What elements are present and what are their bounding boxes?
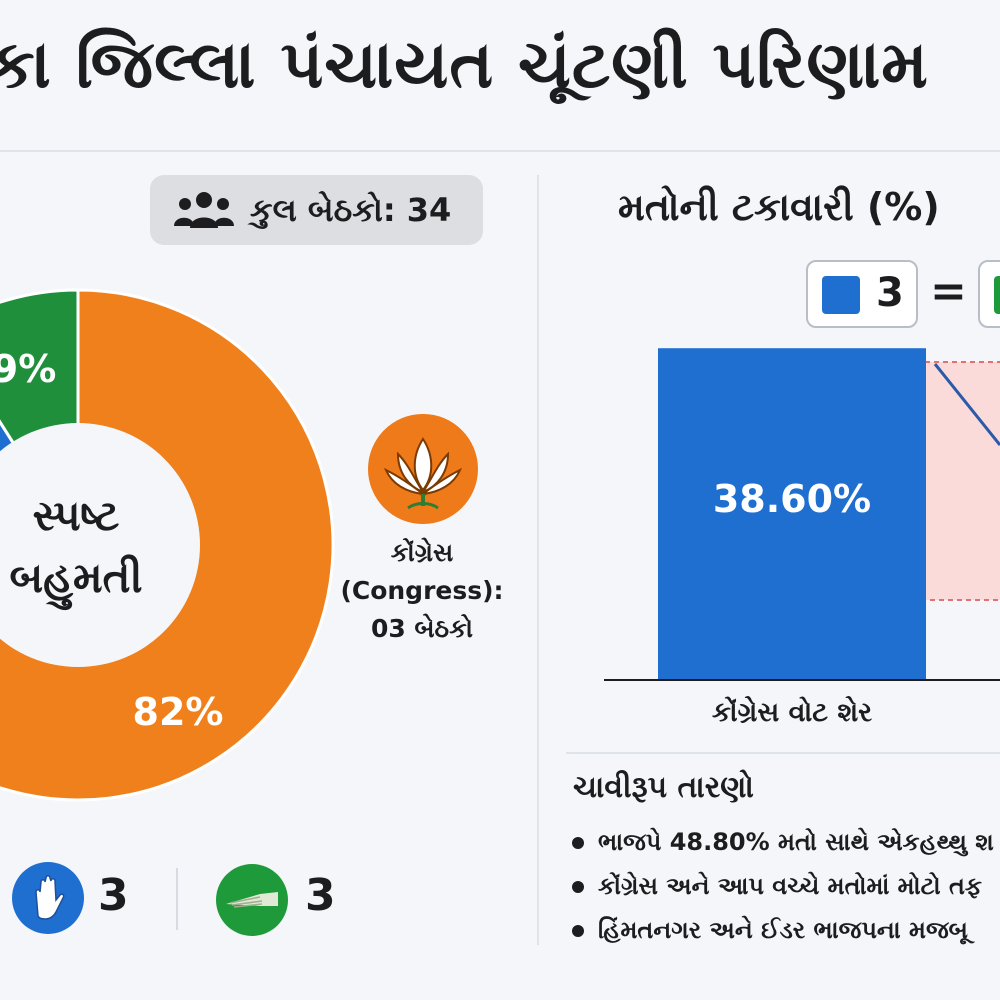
legend-divider [176,868,178,930]
finding-item: કોંગ્રેસ અને આપ વચ્ચે મતોમાં મોટો તફ [566,864,994,908]
donut-slice-label: 82% [133,690,224,734]
legend-hand-value: 3 [98,870,129,921]
total-seats-badge: કુલ બેઠકો: 34 [150,175,483,245]
side-party-name: કોંગ્રેસ [390,538,454,567]
vote-key-swatch-green [994,276,1000,314]
trend-arrow [933,363,1000,446]
vote-share-bar-label: 38.60% [713,477,871,521]
finding-text: કોંગ્રેસ અને આપ વચ્ચે મતોમાં મોટો તફ [598,872,982,900]
finding-text: ભાજપે 48.80% મતો સાથે એકહથ્થુ શ [598,828,994,856]
broom-party-symbol [216,864,288,936]
total-seats-label: કુલ બેઠકો: 34 [250,190,452,229]
center-label-line1: સ્પષ્ટ [33,491,120,540]
seat-share-donut: 82% 9% સ્પષ્ટ બહુમતી [0,288,335,802]
vote-share-bar [658,348,926,680]
vote-key-swatch [822,276,860,314]
page-title: કા જિલ્લા પંચાયત ચૂંટણી પરિણામ [0,26,929,103]
donut-hole [0,423,200,667]
title-divider [0,150,1000,152]
lotus-party-symbol [368,414,478,524]
finding-text: હિંમતનગર અને ઈડર ભાજપના મજબૂ [598,916,968,944]
side-party-label: કોંગ્રેસ (Congress): 03 બેઠકો [330,534,514,648]
vote-share-title: મતોની ટકાવારી (%) [618,185,940,229]
vote-key-equals: = [930,266,967,317]
legend-broom-value: 3 [305,870,336,921]
broom-icon [226,892,278,908]
bar-caption: કોંગ્રેસ વોટ શેર [711,697,873,728]
vote-key-left: 3 [806,260,918,328]
vote-key-value: 3 [876,270,904,316]
finding-item: ભાજપે 48.80% મતો સાથે એકહથ્થુ શ [566,820,994,864]
hand-icon [35,875,65,920]
side-party-name-en: (Congress): [340,576,504,605]
finding-item: હિંમતનગર અને ઈડર ભાજપના મજબૂ [566,908,994,952]
hand-party-symbol [12,862,84,934]
vote-key-right [978,260,1000,328]
people-icon [174,192,234,228]
findings-title: ચાવીરૂપ તારણો [573,770,754,805]
lotus-icon [384,437,462,510]
donut-slice-label: 9% [0,347,56,391]
center-label-line2: બહુમતી [9,553,142,610]
findings-divider [566,752,1000,754]
findings-list: ભાજપે 48.80% મતો સાથે એકહથ્થુ શ કોંગ્રેસ… [566,820,994,952]
side-party-seats: 03 બેઠકો [370,614,474,643]
vote-share-bar-chart: 38.60% [604,348,1000,681]
section-divider [537,175,539,945]
